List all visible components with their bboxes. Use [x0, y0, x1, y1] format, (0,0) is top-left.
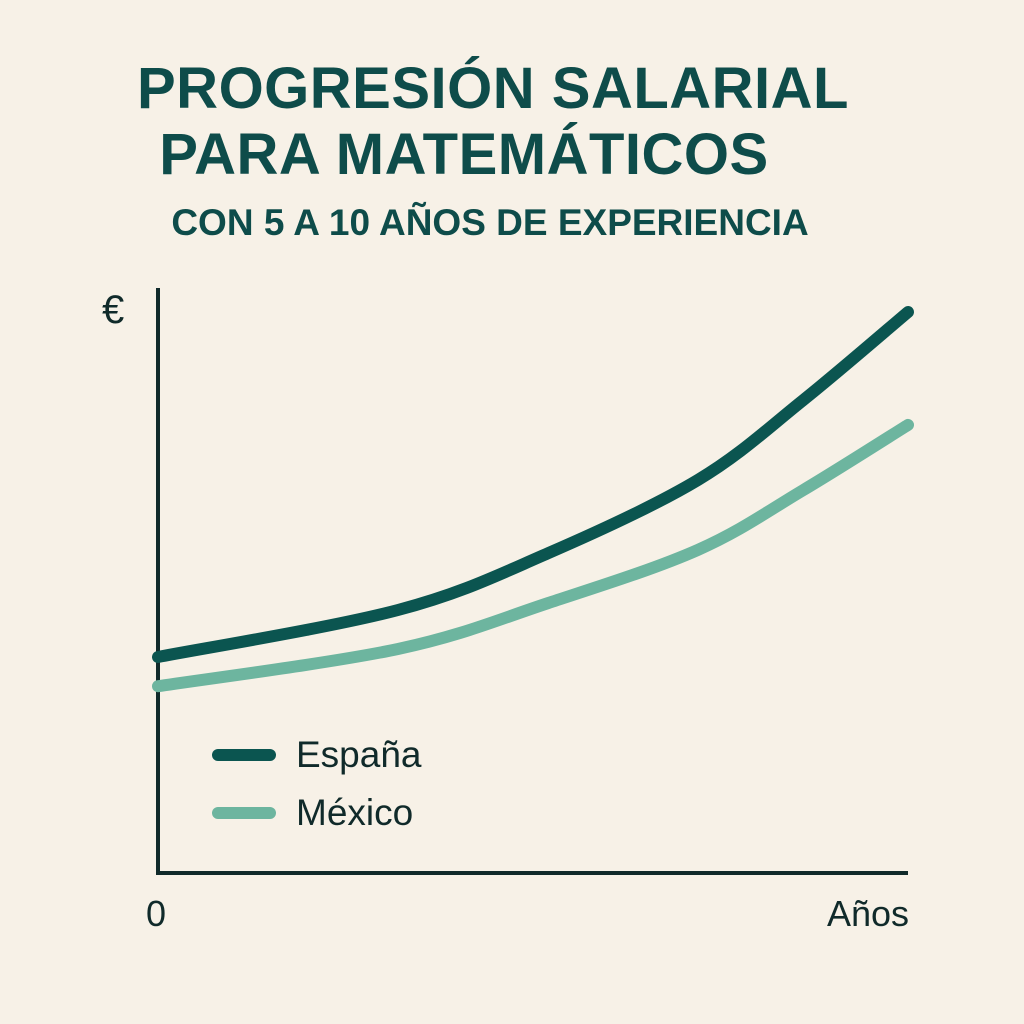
chart-title-line-2: PARA MATEMÁTICOS [159, 122, 769, 187]
legend-swatch-mexico [212, 807, 276, 819]
legend-item-espana: España [212, 726, 422, 784]
series-line-mexico [152, 418, 914, 693]
series-line-espana [152, 306, 914, 663]
x-axis-label-anos: Años [827, 893, 910, 934]
legend: España México [212, 726, 422, 842]
x-axis-origin-label: 0 [146, 893, 167, 934]
y-axis-label-euro: € [102, 288, 125, 332]
legend-label-espana: España [296, 734, 422, 775]
legend-label-mexico: México [296, 792, 414, 833]
chart-subtitle: CON 5 A 10 AÑOS DE EXPERIENCIA [171, 202, 809, 243]
chart-title: PROGRESIÓN SALARIAL PARA MATEMÁTICOS [0, 56, 1024, 188]
legend-item-mexico: México [212, 784, 422, 842]
chart-title-line-1: PROGRESIÓN SALARIAL [137, 56, 849, 121]
legend-swatch-espana [212, 749, 276, 761]
